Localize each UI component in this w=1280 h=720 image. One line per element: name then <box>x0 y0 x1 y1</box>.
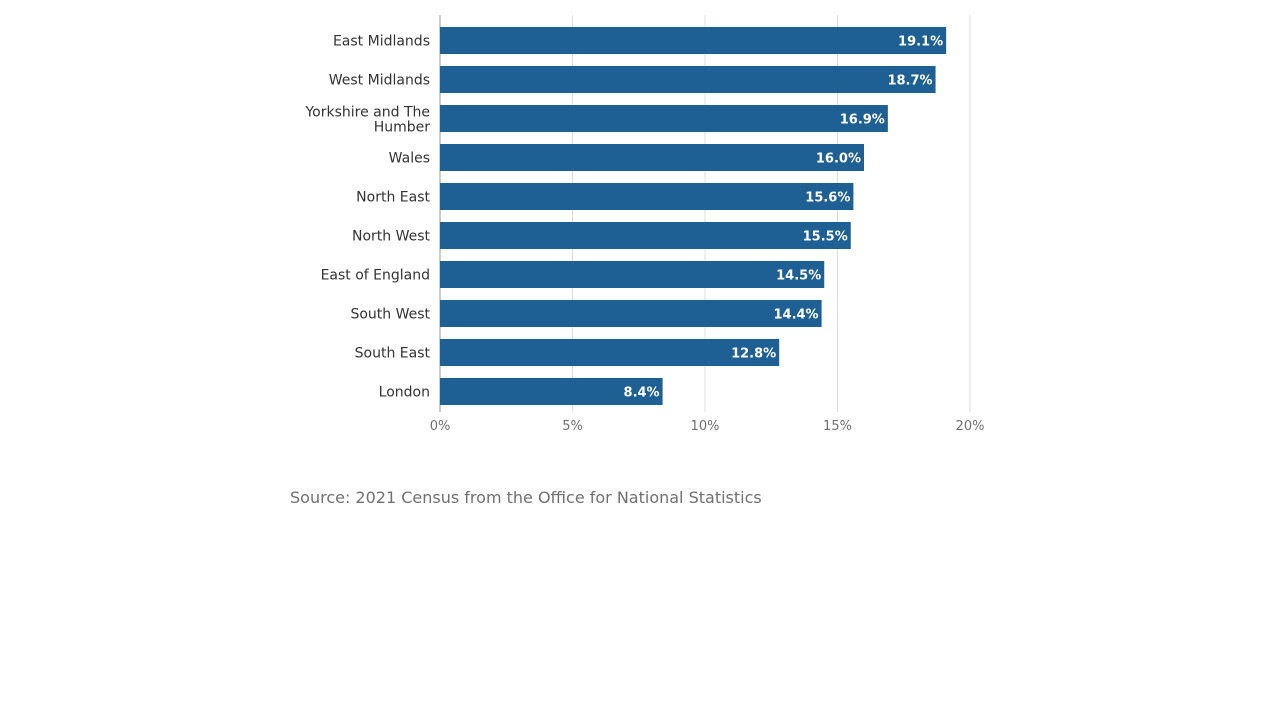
chart-svg: 0% 5% 10% 15% 20% 19.1% East Midlands 18.7% West… <box>304 15 985 434</box>
category-label: West Midlands <box>329 73 430 89</box>
bar-chart: 0% 5% 10% 15% 20% 19.1% East Midlands 18.7% West… <box>304 15 985 434</box>
x-tick-label: 10% <box>691 419 720 434</box>
category-label: North East <box>356 190 430 206</box>
category-label: East of England <box>321 268 430 284</box>
x-tick-label: 0% <box>430 419 451 434</box>
bar <box>440 261 825 288</box>
data-label: 12.8% <box>731 347 776 362</box>
category-label: Yorkshire and The Humber <box>304 105 430 136</box>
data-label: 15.5% <box>803 230 848 245</box>
category-label: South East <box>355 346 431 362</box>
category-label: London <box>379 385 430 401</box>
data-label: 19.1% <box>898 35 943 50</box>
data-label: 16.0% <box>816 152 861 167</box>
data-label: 14.4% <box>773 308 818 323</box>
bar <box>440 222 851 249</box>
bar <box>440 339 780 366</box>
x-tick-label: 15% <box>823 419 852 434</box>
source-note: Source: 2021 Census from the Office for … <box>290 488 762 507</box>
data-label: 18.7% <box>887 74 932 89</box>
data-label: 14.5% <box>776 269 821 284</box>
bar <box>440 183 854 210</box>
category-label: Wales <box>389 151 430 167</box>
x-tick-label: 5% <box>562 419 583 434</box>
data-label: 8.4% <box>624 386 660 401</box>
x-tick-label: 20% <box>956 419 985 434</box>
category-label: East Midlands <box>333 34 430 50</box>
bar <box>440 27 947 54</box>
data-label: 16.9% <box>840 113 885 128</box>
bar <box>440 105 888 132</box>
bar <box>440 378 663 405</box>
bar <box>440 300 822 327</box>
data-label: 15.6% <box>805 191 850 206</box>
category-label: South West <box>350 307 430 323</box>
category-label: North West <box>352 229 431 245</box>
bar <box>440 144 864 171</box>
bar <box>440 66 936 93</box>
